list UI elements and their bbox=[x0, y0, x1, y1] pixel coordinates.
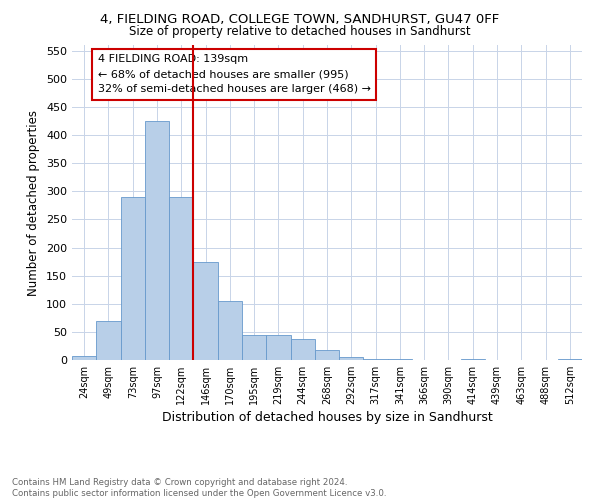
Text: 4, FIELDING ROAD, COLLEGE TOWN, SANDHURST, GU47 0FF: 4, FIELDING ROAD, COLLEGE TOWN, SANDHURS… bbox=[100, 12, 500, 26]
Y-axis label: Number of detached properties: Number of detached properties bbox=[28, 110, 40, 296]
Bar bbox=[461, 359, 485, 360]
Bar bbox=[242, 335, 266, 360]
Bar bbox=[364, 359, 388, 360]
Bar bbox=[339, 357, 364, 360]
Bar bbox=[266, 335, 290, 360]
X-axis label: Distribution of detached houses by size in Sandhurst: Distribution of detached houses by size … bbox=[161, 411, 493, 424]
Bar bbox=[96, 320, 121, 360]
Bar bbox=[72, 356, 96, 360]
Bar bbox=[218, 301, 242, 360]
Bar bbox=[290, 339, 315, 360]
Bar bbox=[145, 121, 169, 360]
Text: 4 FIELDING ROAD: 139sqm
← 68% of detached houses are smaller (995)
32% of semi-d: 4 FIELDING ROAD: 139sqm ← 68% of detache… bbox=[97, 54, 371, 94]
Text: Size of property relative to detached houses in Sandhurst: Size of property relative to detached ho… bbox=[129, 25, 471, 38]
Bar bbox=[558, 359, 582, 360]
Bar bbox=[193, 262, 218, 360]
Bar bbox=[315, 350, 339, 360]
Bar bbox=[169, 197, 193, 360]
Text: Contains HM Land Registry data © Crown copyright and database right 2024.
Contai: Contains HM Land Registry data © Crown c… bbox=[12, 478, 386, 498]
Bar bbox=[121, 197, 145, 360]
